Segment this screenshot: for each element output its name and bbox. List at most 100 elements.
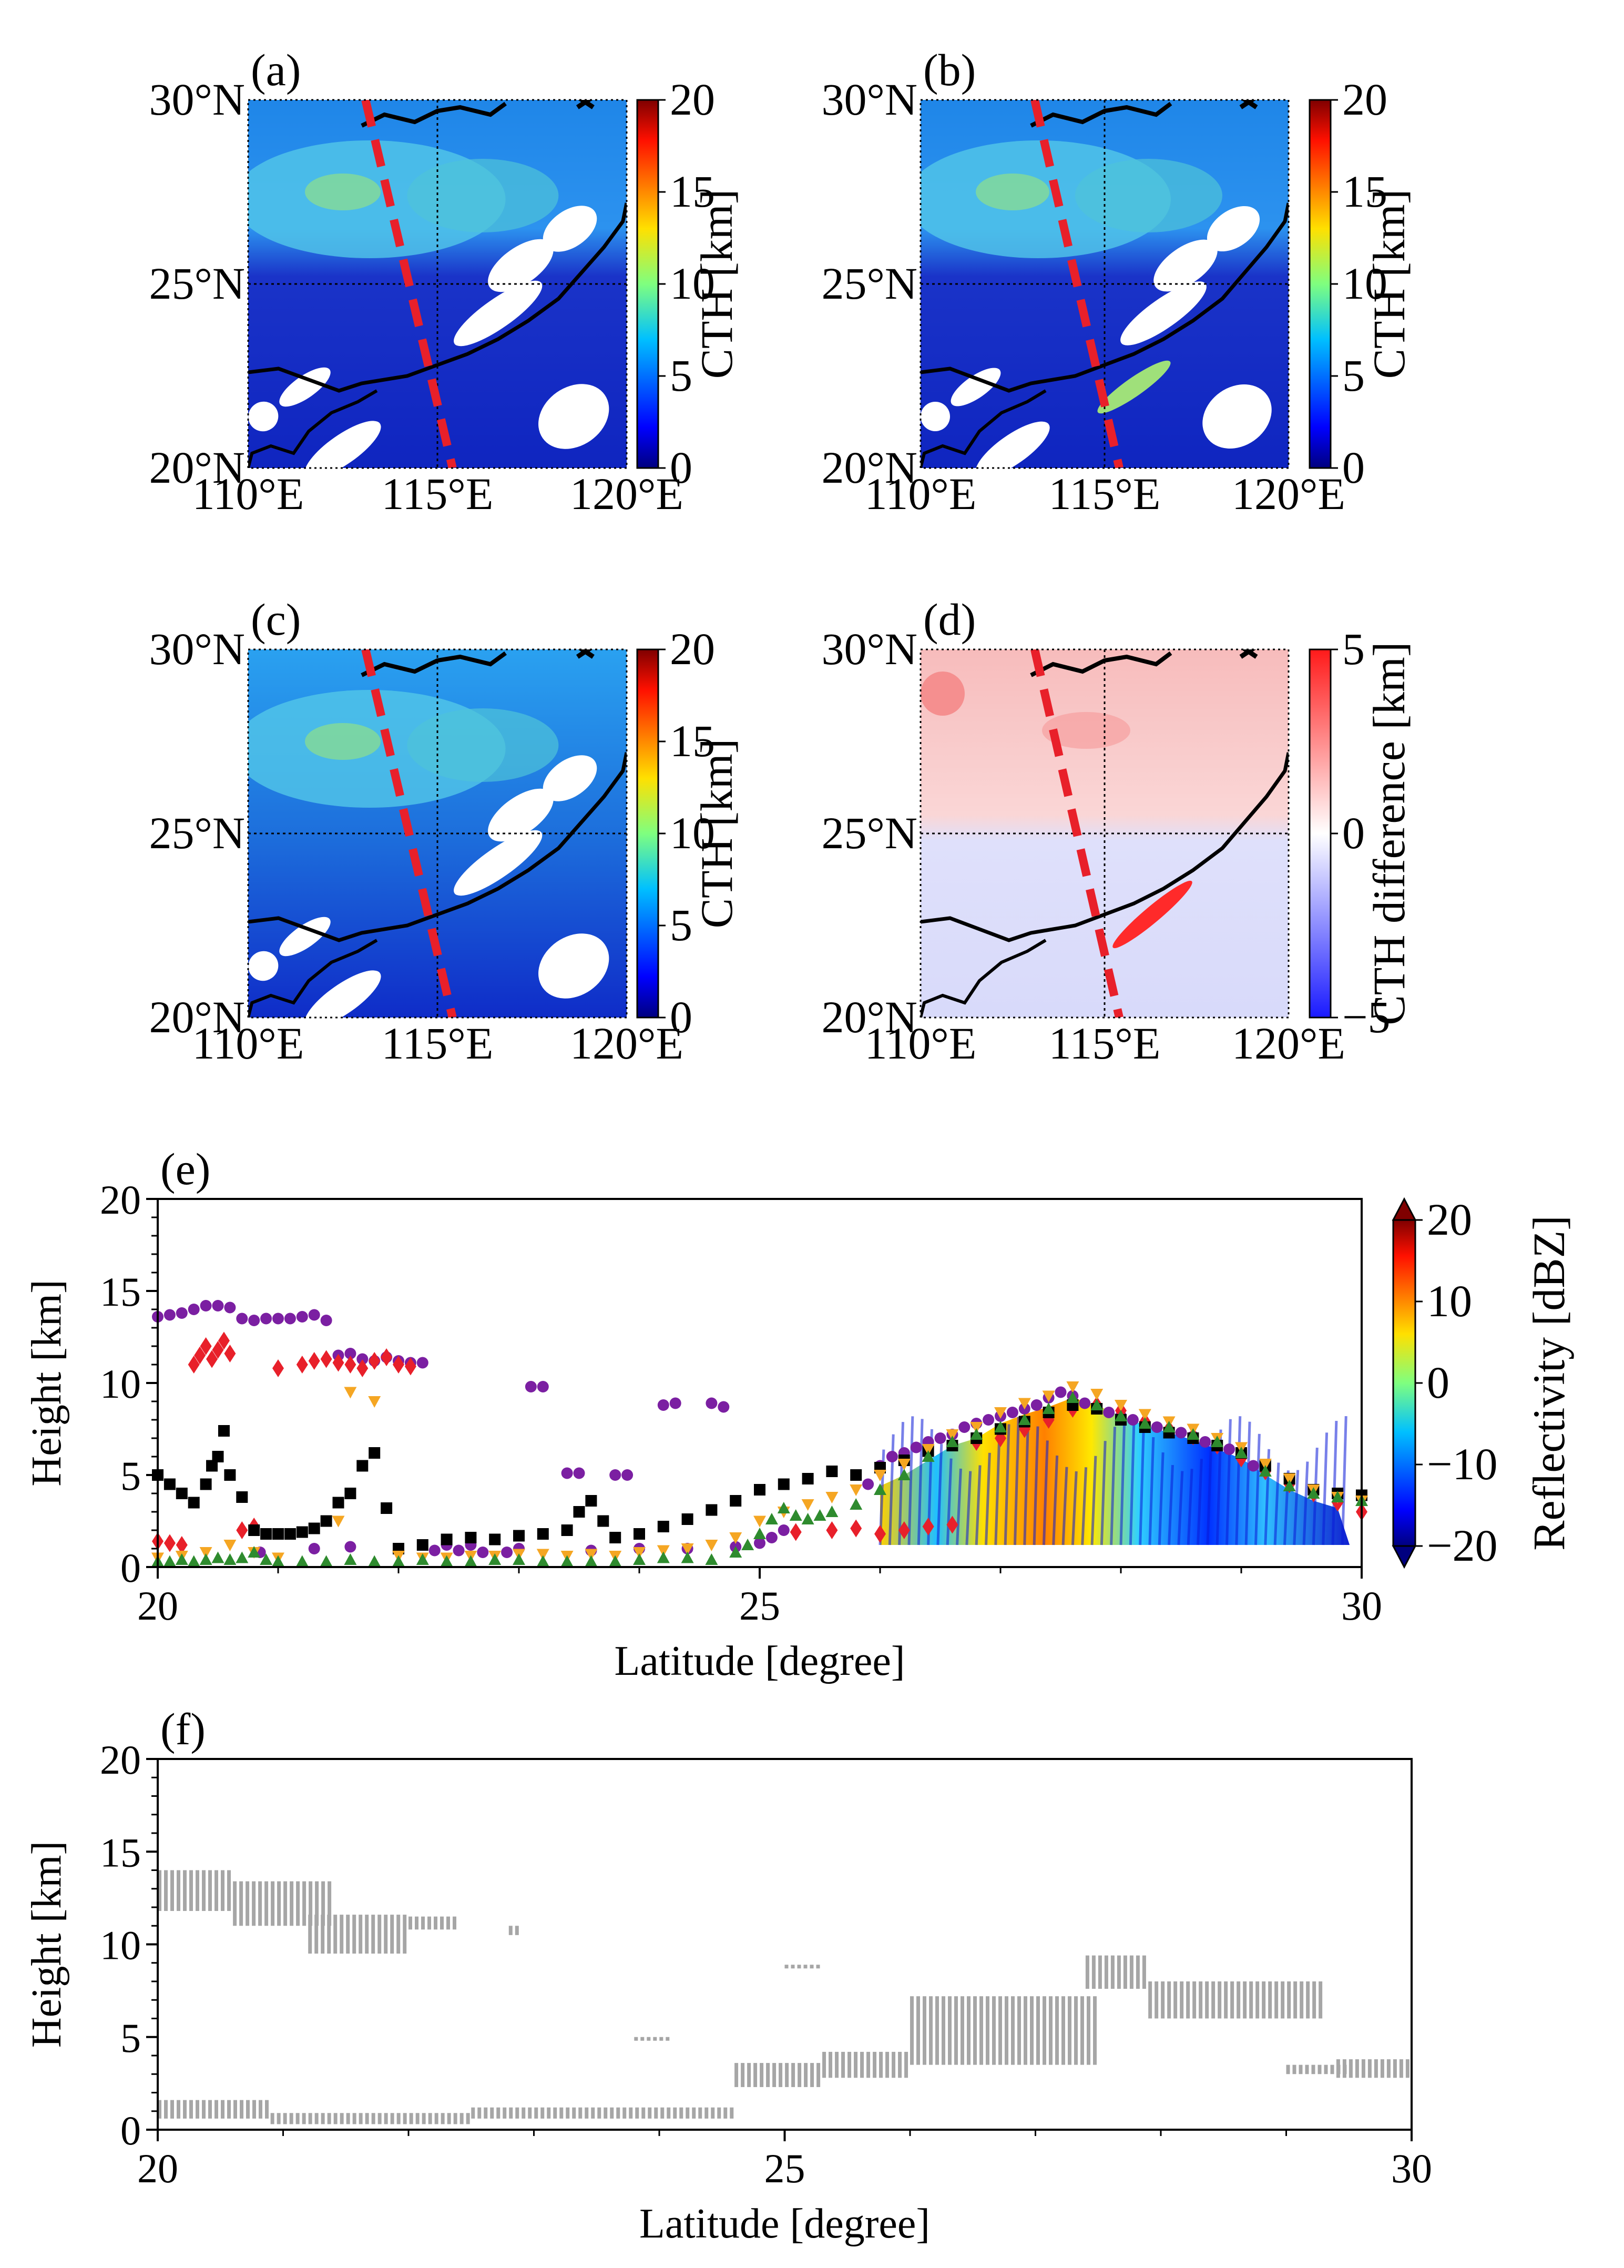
panel-label: (c) <box>251 594 301 645</box>
y-tick-label: 0 <box>120 1545 141 1591</box>
point-green-triangle <box>368 1555 381 1567</box>
point-black-square <box>850 1469 862 1481</box>
y-axis-label: Height [km] <box>24 1841 70 2048</box>
point-green-triangle <box>211 1551 224 1563</box>
point-green-triangle <box>633 1553 646 1565</box>
cloud-column <box>277 1881 281 1926</box>
cloud-column <box>321 1881 325 1926</box>
cloud-column <box>1262 1981 1266 2019</box>
cloud-column <box>453 1916 456 1930</box>
reflectivity-streak <box>994 1437 1001 1545</box>
cloud-column <box>428 2113 432 2124</box>
point-black-square <box>218 1425 230 1437</box>
cloud-column <box>942 1996 945 2065</box>
colorbar-extend-min <box>1392 1545 1417 1569</box>
satellite-track <box>361 100 457 468</box>
coastline <box>921 202 1289 393</box>
lake-outline <box>361 101 507 128</box>
coastline <box>248 202 627 393</box>
point-green-triangle <box>295 1555 309 1567</box>
cloud-column <box>961 1996 964 2065</box>
cloud-column <box>1243 1981 1247 2019</box>
point-green-triangle <box>585 1555 598 1567</box>
map-field <box>921 100 1289 468</box>
satellite-track <box>1030 649 1123 1018</box>
point-orange-triangle <box>1259 1459 1272 1470</box>
point-green-triangle <box>922 1450 935 1462</box>
y-tick-label: 15 <box>100 1269 141 1315</box>
point-orange-triangle <box>994 1407 1007 1419</box>
point-green-triangle <box>1307 1487 1320 1499</box>
cloud-column <box>1087 1996 1090 2065</box>
cloud-column <box>666 2037 670 2041</box>
y-tick-label: 20 <box>100 1737 141 1783</box>
point-green-triangle <box>1138 1417 1151 1429</box>
point-green-triangle <box>536 1555 549 1567</box>
point-green-triangle <box>236 1551 249 1563</box>
cloud-column <box>1005 1996 1008 2065</box>
colorbar-tick-label: 10 <box>1427 1276 1472 1326</box>
point-purple-circle <box>453 1544 465 1557</box>
point-red-diamond <box>320 1350 332 1368</box>
point-red-diamond <box>194 1346 206 1365</box>
reflectivity-streak <box>1110 1427 1117 1545</box>
point-orange-triangle <box>729 1532 742 1544</box>
cloud-column <box>766 2063 770 2087</box>
colorbar-tick-label: 5 <box>670 900 692 950</box>
reflectivity-streak <box>907 1416 914 1545</box>
cloud-column <box>359 1915 363 1954</box>
point-red-diamond <box>188 1356 200 1374</box>
cloud-column <box>1129 1955 1133 1989</box>
cloud-column <box>352 2113 356 2124</box>
colorbar-label: CTH difference [km] <box>1364 642 1414 1025</box>
point-purple-circle <box>260 1313 272 1325</box>
no-data-patch <box>304 970 381 1018</box>
point-purple-circle <box>344 1348 356 1359</box>
cloud-column <box>803 1965 808 1969</box>
point-red-diamond <box>272 1359 284 1377</box>
cloud-column <box>365 2113 369 2124</box>
point-red-diamond <box>308 1352 320 1370</box>
cloud-column <box>679 2107 683 2119</box>
cloud-column <box>421 1916 425 1930</box>
colorbar-tick-label: −10 <box>1427 1439 1498 1489</box>
cloud-column <box>1180 1981 1184 2019</box>
cloud-column <box>246 2100 250 2119</box>
cloud-column <box>1085 1955 1089 1989</box>
cloud-column <box>717 2107 721 2119</box>
point-red-diamond <box>200 1337 212 1355</box>
cloud-column <box>1061 1996 1065 2065</box>
point-purple-circle <box>765 1532 778 1543</box>
cloud-column <box>377 1915 382 1954</box>
cloud-column <box>377 2113 382 2124</box>
point-black-square <box>284 1528 296 1540</box>
point-green-triangle <box>705 1553 718 1565</box>
coastline <box>921 939 1047 1018</box>
point-black-square <box>200 1478 212 1490</box>
point-red-diamond <box>356 1359 369 1377</box>
cloud-column <box>1011 1996 1015 2065</box>
colorbar-tick-label: 5 <box>1342 624 1365 674</box>
point-green-triangle <box>777 1502 790 1513</box>
cloud-column <box>308 1915 312 1954</box>
cloud-column <box>246 1881 250 1926</box>
point-orange-triangle <box>922 1444 935 1456</box>
point-black-square <box>441 1533 453 1545</box>
x-tick-label: 30 <box>1341 1583 1382 1629</box>
cloud-column <box>1148 1981 1152 2019</box>
point-purple-circle <box>501 1547 513 1558</box>
cloud-column <box>515 1926 519 1935</box>
y-tick-label: 5 <box>120 1453 141 1499</box>
cloud-core <box>976 174 1049 210</box>
point-purple-circle <box>212 1300 224 1311</box>
cloud-column <box>233 2100 237 2119</box>
point-black-square <box>188 1497 200 1509</box>
x-tick-label: 30 <box>1391 2145 1432 2191</box>
cloud-column <box>215 1870 218 1911</box>
colorbar-tick-label: 5 <box>1342 350 1365 401</box>
cloud-column <box>791 2063 795 2087</box>
cloud-column <box>1305 2064 1309 2074</box>
point-black-square <box>634 1528 645 1540</box>
point-black-square <box>681 1513 693 1525</box>
cloud-column <box>408 1916 412 1930</box>
